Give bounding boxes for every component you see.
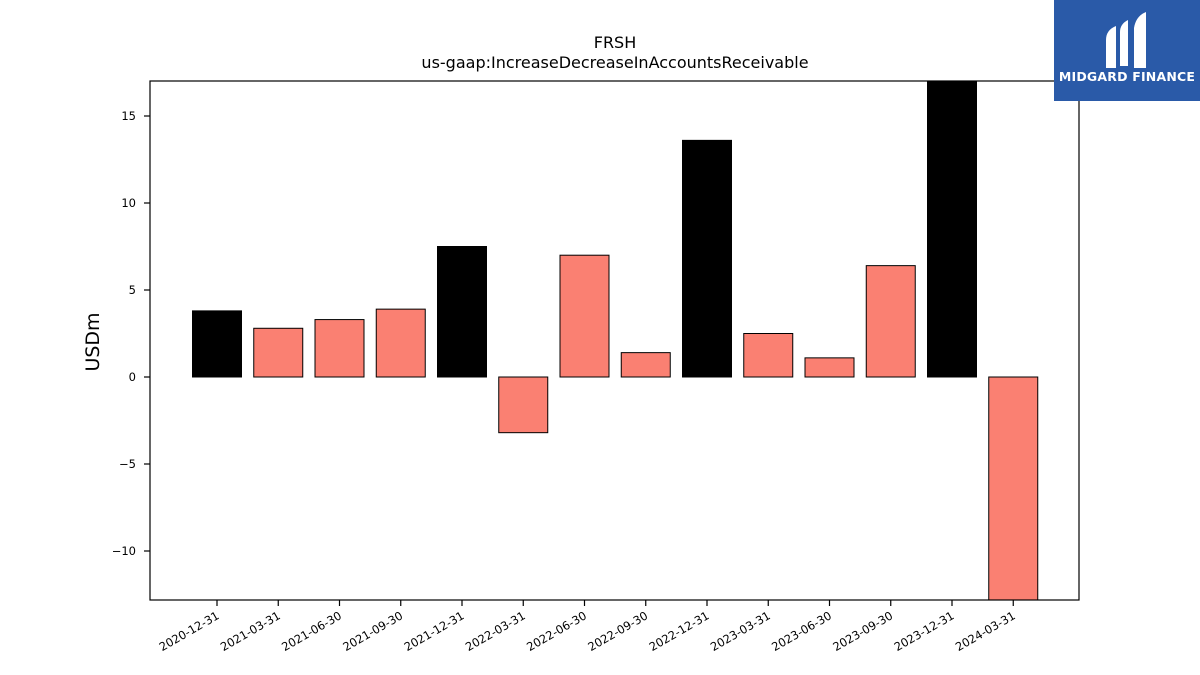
bar-2023-09-30 (865, 265, 916, 378)
bar-2021-09-30 (375, 308, 426, 378)
x-tick-label: 2022-06-30 (524, 608, 589, 654)
midgard-logo-icon (1106, 12, 1146, 68)
x-tick-label: 2021-03-31 (218, 608, 283, 654)
x-tick-label: 2022-03-31 (463, 608, 528, 654)
y-axis-label: USDm (82, 312, 104, 371)
bar-2022-03-31 (498, 376, 549, 434)
bar-2024-03-31 (988, 376, 1039, 601)
y-tick-label: −10 (112, 544, 136, 558)
x-tick-label: 2023-03-31 (708, 608, 773, 654)
x-tick-label: 2021-09-30 (340, 608, 405, 654)
brand-logo: MIDGARD FINANCE (1054, 0, 1200, 101)
bar-2023-06-30 (804, 357, 855, 378)
x-tick-label: 2021-06-30 (279, 608, 344, 654)
bar-2021-03-31 (253, 327, 304, 378)
x-tick-label: 2023-09-30 (830, 608, 895, 654)
bar-2021-12-31 (437, 246, 487, 378)
x-tick-label: 2022-09-30 (585, 608, 650, 654)
bar-2023-12-31 (927, 80, 977, 378)
chart-subtitle: us-gaap:IncreaseDecreaseInAccountsReceiv… (421, 53, 808, 72)
bar-2022-06-30 (559, 254, 610, 378)
y-tick-label: 15 (121, 109, 136, 123)
x-tick-label: 2024-03-31 (953, 608, 1018, 654)
bar-2023-03-31 (743, 333, 794, 378)
bars-layer (192, 80, 1039, 601)
chart-title: FRSH (594, 33, 637, 52)
x-tick-label: 2022-12-31 (647, 608, 712, 654)
bar-2020-12-31 (192, 310, 242, 378)
x-ticks: 2020-12-312021-03-312021-06-302021-09-30… (157, 600, 1018, 654)
y-tick-label: 10 (121, 196, 136, 210)
y-tick-label: −5 (119, 457, 136, 471)
bar-2022-09-30 (620, 352, 671, 378)
brand-name: MIDGARD FINANCE (1058, 69, 1196, 84)
x-tick-label: 2021-12-31 (402, 608, 467, 654)
bar-2021-06-30 (314, 319, 365, 378)
y-ticks: −10 −5 0 5 10 15 (112, 109, 150, 558)
y-tick-label: 0 (129, 370, 136, 384)
bar-2022-12-31 (682, 139, 732, 378)
x-tick-label: 2023-06-30 (769, 608, 834, 654)
y-tick-label: 5 (129, 283, 136, 297)
x-tick-label: 2020-12-31 (157, 608, 222, 654)
plot-frame (149, 80, 1080, 601)
x-tick-label: 2023-12-31 (892, 608, 957, 654)
